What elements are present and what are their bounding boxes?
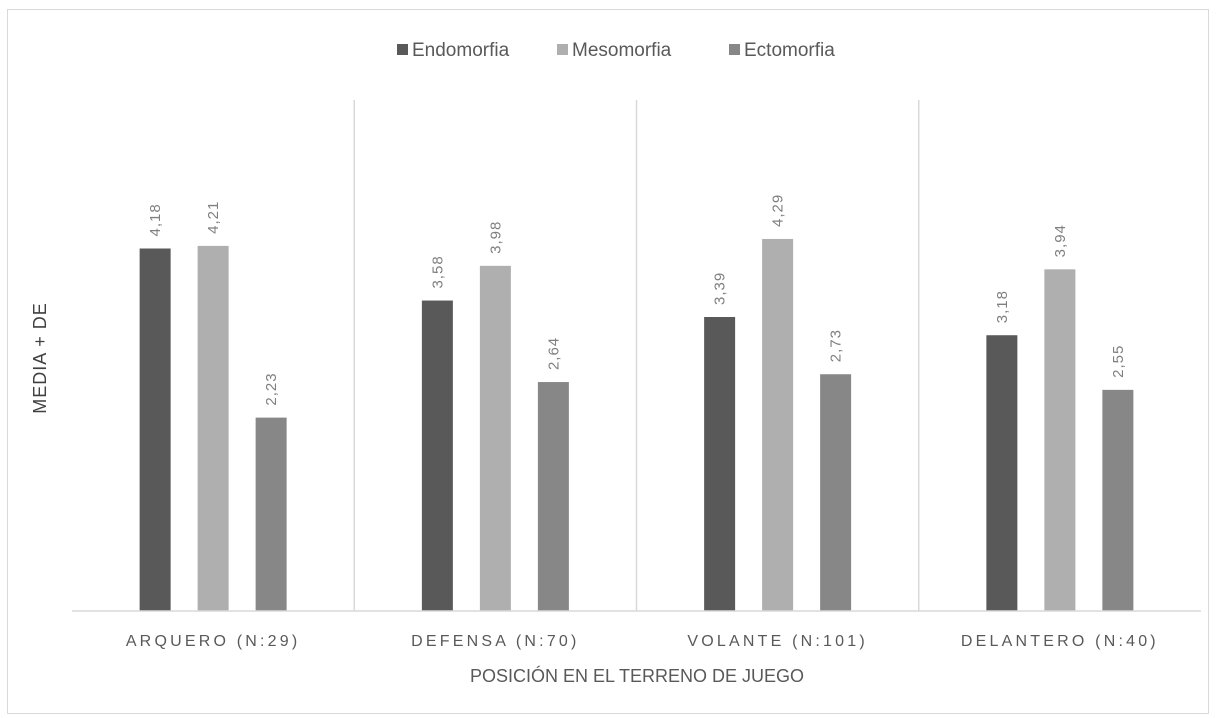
bar-endomorfia-2 bbox=[421, 300, 453, 611]
legend-label-ectomorfia: Ectomorfia bbox=[744, 40, 835, 61]
data-label-mesomorfia-3: 4,29 bbox=[770, 194, 787, 227]
bar-mesomorfia-4 bbox=[1044, 269, 1076, 611]
bar-mesomorfia-2 bbox=[479, 265, 511, 611]
data-label-endomorfia-4: 3,18 bbox=[994, 290, 1011, 323]
legend-label-mesomorfia: Mesomorfia bbox=[572, 40, 672, 61]
bar-mesomorfia-3 bbox=[762, 238, 794, 612]
data-label-ectomorfia-3: 2,73 bbox=[828, 329, 845, 362]
bar-ectomorfia-2 bbox=[537, 382, 569, 611]
bars bbox=[139, 238, 1134, 612]
legend: Endomorfia Mesomorfia Ectomorfia bbox=[397, 40, 835, 61]
data-label-mesomorfia-4: 3,94 bbox=[1052, 224, 1069, 257]
legend-swatch-ectomorfia bbox=[729, 44, 740, 55]
bar-ectomorfia-3 bbox=[820, 374, 852, 611]
legend-swatch-endomorfia bbox=[397, 44, 408, 55]
data-labels: 4,18 4,21 2,23 3,58 3,98 2,64 3,39 4,29 2,73 3,18… bbox=[147, 194, 1127, 406]
bar-mesomorfia-1 bbox=[197, 245, 229, 612]
data-label-mesomorfia-1: 4,21 bbox=[205, 201, 222, 234]
bar-endomorfia-4 bbox=[986, 335, 1018, 611]
y-axis-title: MEDIA + DE bbox=[30, 302, 50, 414]
data-label-mesomorfia-2: 3,98 bbox=[487, 221, 504, 254]
data-label-endomorfia-3: 3,39 bbox=[712, 272, 729, 305]
bar-ectomorfia-1 bbox=[255, 417, 287, 611]
category-separators bbox=[353, 100, 920, 611]
category-label-1: ARQUERO (N:29) bbox=[126, 633, 301, 650]
legend-label-endomorfia: Endomorfia bbox=[412, 40, 510, 61]
category-label-2: DEFENSA (N:70) bbox=[411, 633, 579, 650]
bar-endomorfia-3 bbox=[704, 317, 736, 611]
bar-endomorfia-1 bbox=[139, 248, 171, 612]
data-label-ectomorfia-2: 2,64 bbox=[545, 337, 562, 370]
x-axis-title: POSICIÓN EN EL TERRENO DE JUEGO bbox=[470, 665, 804, 686]
category-label-3: VOLANTE (N:101) bbox=[687, 633, 867, 650]
data-label-ectomorfia-4: 2,55 bbox=[1110, 345, 1127, 378]
category-labels: ARQUERO (N:29) DEFENSA (N:70) VOLANTE (N:1… bbox=[126, 633, 1159, 650]
data-label-ectomorfia-1: 2,23 bbox=[263, 372, 280, 405]
data-label-endomorfia-1: 4,18 bbox=[147, 203, 164, 236]
data-label-endomorfia-2: 3,58 bbox=[429, 255, 446, 288]
bar-ectomorfia-4 bbox=[1102, 389, 1134, 611]
category-label-4: DELANTERO (N:40) bbox=[961, 633, 1159, 650]
legend-swatch-mesomorfia bbox=[557, 44, 568, 55]
